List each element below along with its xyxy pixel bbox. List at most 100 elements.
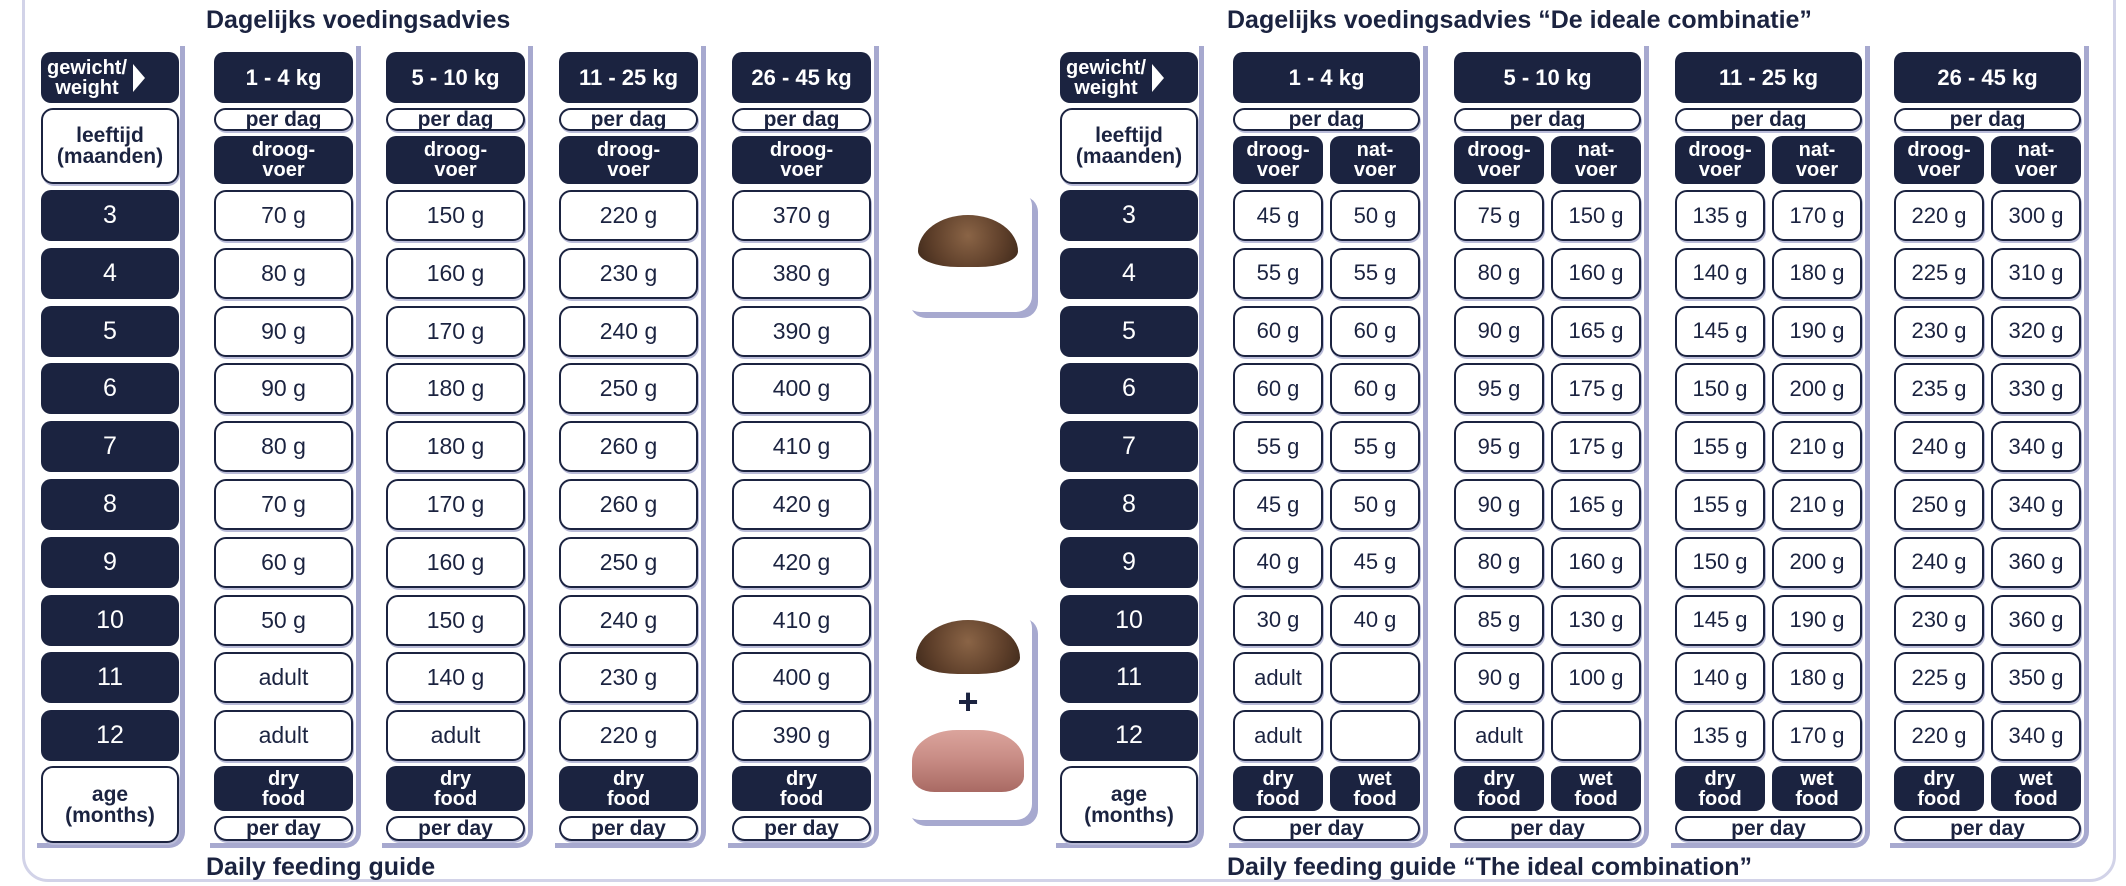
wet-value-cell: 180 g <box>1772 247 1862 299</box>
wet-value-cell: 170 g <box>1772 710 1862 762</box>
wet-value-cell: 50 g <box>1330 190 1420 241</box>
dry-value-cell: 155 g <box>1675 479 1765 530</box>
wet-value-cell: 340 g <box>1991 479 2081 530</box>
per-day-label: per day <box>732 816 871 841</box>
left-footer: Daily feeding guide <box>206 853 436 881</box>
dry-value-cell: 90 g <box>1454 305 1544 357</box>
plus-sign: + <box>957 681 979 722</box>
weight-header: 1 - 4 kg <box>214 52 353 103</box>
value-cell: 90 g <box>214 305 353 357</box>
dry-food-footer: dry food <box>214 766 353 811</box>
left-weight-header: gewicht/ weight <box>41 52 179 103</box>
dry-value-cell: 235 g <box>1894 363 1984 415</box>
right-age-row-12: 12 <box>1060 710 1198 762</box>
value-cell: 410 g <box>732 421 871 473</box>
right-weight-header: gewicht/ weight <box>1060 52 1198 103</box>
dry-value-cell: adult <box>1233 710 1323 762</box>
wet-value-cell: 55 g <box>1330 247 1420 299</box>
wet-value-cell: 60 g <box>1330 305 1420 357</box>
wet-value-cell: 330 g <box>1991 363 2081 415</box>
value-cell: 390 g <box>732 710 871 762</box>
value-cell: 420 g <box>732 536 871 588</box>
dry-value-cell: 240 g <box>1894 536 1984 588</box>
wet-food-header: nat- voer <box>1991 136 2081 184</box>
dry-value-cell: 60 g <box>1233 363 1323 415</box>
value-cell: 150 g <box>386 190 525 241</box>
right-age-row-8: 8 <box>1060 479 1198 530</box>
per-dag-label: per dag <box>1894 108 2081 131</box>
arrow-right-icon <box>1152 63 1165 92</box>
wet-food-pate-image <box>912 730 1024 792</box>
dry-value-cell: 90 g <box>1454 652 1544 704</box>
left-age-label-nl: leeftijd (maanden) <box>41 108 179 184</box>
dry-value-cell: 150 g <box>1675 363 1765 415</box>
right-column-panel <box>1890 46 2089 848</box>
wet-value-cell: 190 g <box>1772 305 1862 357</box>
wet-food-header: nat- voer <box>1330 136 1420 184</box>
value-cell: 140 g <box>386 652 525 704</box>
per-day-label: per day <box>1454 816 1641 841</box>
dry-value-cell: adult <box>1454 710 1544 762</box>
wet-value-cell: 320 g <box>1991 305 2081 357</box>
left-column-panel <box>728 46 879 848</box>
wet-value-cell: 45 g <box>1330 536 1420 588</box>
right-column-panel <box>1229 46 1428 848</box>
wet-value-cell <box>1551 710 1641 762</box>
left-age-label-en: age (months) <box>41 766 179 843</box>
dry-value-cell: 40 g <box>1233 536 1323 588</box>
dry-value-cell: 95 g <box>1454 421 1544 473</box>
dry-food-header: droog- voer <box>386 136 525 184</box>
value-cell: 250 g <box>559 536 698 588</box>
value-cell: 180 g <box>386 421 525 473</box>
arrow-right-icon <box>133 63 146 92</box>
wet-value-cell: 200 g <box>1772 536 1862 588</box>
right-age-row-4: 4 <box>1060 247 1198 299</box>
wet-value-cell: 190 g <box>1772 594 1862 646</box>
wet-value-cell: 130 g <box>1551 594 1641 646</box>
dry-value-cell: 145 g <box>1675 305 1765 357</box>
dry-food-header: droog- voer <box>214 136 353 184</box>
per-day-label: per day <box>1675 816 1862 841</box>
dry-food-footer: dry food <box>732 766 871 811</box>
value-cell: 420 g <box>732 479 871 530</box>
per-dag-label: per dag <box>1675 108 1862 131</box>
wet-value-cell: 100 g <box>1551 652 1641 704</box>
dry-value-cell: 85 g <box>1454 594 1544 646</box>
dry-value-cell: adult <box>1233 652 1323 704</box>
per-day-label: per day <box>214 816 353 841</box>
dry-value-cell: 140 g <box>1675 247 1765 299</box>
dry-value-cell: 220 g <box>1894 710 1984 762</box>
per-dag-label: per dag <box>1233 108 1420 131</box>
dry-value-cell: 135 g <box>1675 710 1765 762</box>
wet-value-cell: 40 g <box>1330 594 1420 646</box>
wet-value-cell: 360 g <box>1991 536 2081 588</box>
per-day-label: per day <box>1894 816 2081 841</box>
dry-food-footer: dry food <box>1675 766 1765 811</box>
value-cell: 160 g <box>386 536 525 588</box>
right-column-panel <box>1671 46 1870 848</box>
right-age-row-5: 5 <box>1060 305 1198 357</box>
weight-header: 11 - 25 kg <box>559 52 698 103</box>
per-dag-label: per dag <box>1454 108 1641 131</box>
per-dag-label: per dag <box>386 108 525 131</box>
value-cell: 150 g <box>386 594 525 646</box>
dry-value-cell: 55 g <box>1233 247 1323 299</box>
value-cell: 400 g <box>732 363 871 415</box>
left-column-panel <box>555 46 706 848</box>
value-cell: 170 g <box>386 305 525 357</box>
right-age-row-11: 11 <box>1060 652 1198 704</box>
dry-value-cell: 140 g <box>1675 652 1765 704</box>
weight-header: 1 - 4 kg <box>1233 52 1420 103</box>
value-cell: 160 g <box>386 247 525 299</box>
dry-value-cell: 225 g <box>1894 247 1984 299</box>
value-cell: 50 g <box>214 594 353 646</box>
dry-value-cell: 80 g <box>1454 247 1544 299</box>
value-cell: 230 g <box>559 652 698 704</box>
dry-food-footer: dry food <box>559 766 698 811</box>
right-age-row-7: 7 <box>1060 421 1198 473</box>
wet-value-cell: 170 g <box>1772 190 1862 241</box>
value-cell: adult <box>214 710 353 762</box>
dry-value-cell: 225 g <box>1894 652 1984 704</box>
wet-food-header: nat- voer <box>1772 136 1862 184</box>
wet-value-cell: 160 g <box>1551 247 1641 299</box>
